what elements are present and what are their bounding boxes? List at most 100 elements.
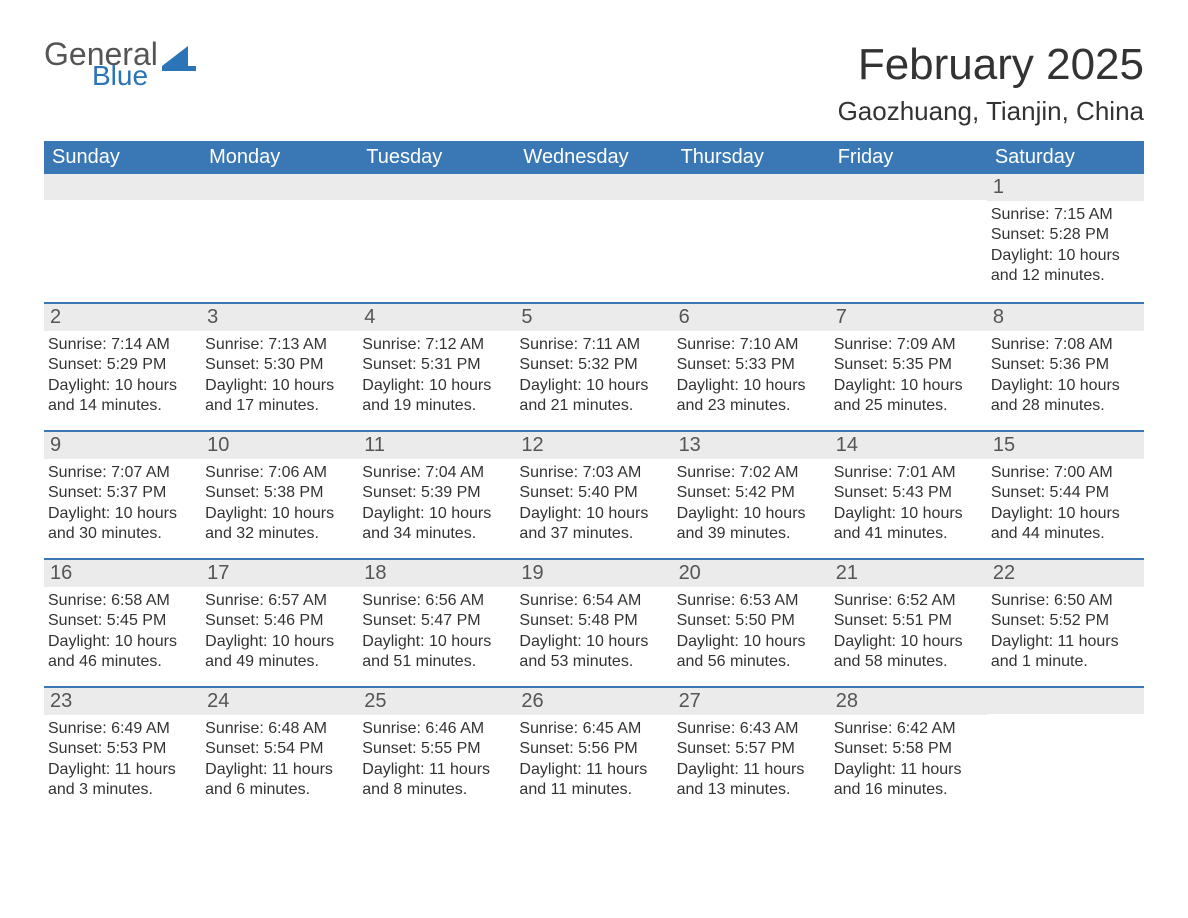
- sunrise-text: Sunrise: 7:06 AM: [205, 463, 354, 483]
- day-cell: 13Sunrise: 7:02 AMSunset: 5:42 PMDayligh…: [673, 432, 830, 558]
- sunset-text: Sunset: 5:36 PM: [991, 355, 1140, 375]
- day-number: 13: [673, 432, 830, 459]
- sunset-text: Sunset: 5:33 PM: [677, 355, 826, 375]
- sunset-text: Sunset: 5:35 PM: [834, 355, 983, 375]
- daylight-text: Daylight: 10 hours and 34 minutes.: [362, 504, 511, 545]
- day-cell: [201, 174, 358, 302]
- daylight-text: Daylight: 11 hours and 1 minute.: [991, 632, 1140, 673]
- sunset-text: Sunset: 5:57 PM: [677, 739, 826, 759]
- day-number: 6: [673, 304, 830, 331]
- day-cell: 6Sunrise: 7:10 AMSunset: 5:33 PMDaylight…: [673, 304, 830, 430]
- sunrise-text: Sunrise: 6:52 AM: [834, 591, 983, 611]
- daylight-text: Daylight: 11 hours and 16 minutes.: [834, 760, 983, 801]
- daylight-text: Daylight: 10 hours and 56 minutes.: [677, 632, 826, 673]
- daylight-text: Daylight: 10 hours and 21 minutes.: [519, 376, 668, 417]
- weekday-header: Sunday Monday Tuesday Wednesday Thursday…: [44, 141, 1144, 174]
- daylight-text: Daylight: 10 hours and 19 minutes.: [362, 376, 511, 417]
- day-number: [830, 174, 987, 200]
- week-row: 23Sunrise: 6:49 AMSunset: 5:53 PMDayligh…: [44, 686, 1144, 814]
- daylight-text: Daylight: 10 hours and 37 minutes.: [519, 504, 668, 545]
- day-number: 15: [987, 432, 1144, 459]
- daylight-text: Daylight: 10 hours and 32 minutes.: [205, 504, 354, 545]
- day-cell: 12Sunrise: 7:03 AMSunset: 5:40 PMDayligh…: [515, 432, 672, 558]
- day-cell: 19 Sunrise: 6:54 AMSunset: 5:48 PMDayligh…: [515, 560, 672, 686]
- day-number: 4: [358, 304, 515, 331]
- daylight-text: Daylight: 10 hours and 51 minutes.: [362, 632, 511, 673]
- sunset-text: Sunset: 5:56 PM: [519, 739, 668, 759]
- weekday-label: Thursday: [673, 141, 830, 174]
- sunrise-text: Sunrise: 6:57 AM: [205, 591, 354, 611]
- day-cell: 1Sunrise: 7:15 AMSunset: 5:28 PMDaylight…: [987, 174, 1144, 302]
- sunset-text: Sunset: 5:40 PM: [519, 483, 668, 503]
- day-number: 26: [515, 688, 672, 715]
- sunrise-text: Sunrise: 7:01 AM: [834, 463, 983, 483]
- week-row: 16Sunrise: 6:58 AMSunset: 5:45 PMDayligh…: [44, 558, 1144, 686]
- day-number: 5: [515, 304, 672, 331]
- daylight-text: Daylight: 10 hours and 14 minutes.: [48, 376, 197, 417]
- daylight-text: Daylight: 10 hours and 44 minutes.: [991, 504, 1140, 545]
- sunrise-text: Sunrise: 7:08 AM: [991, 335, 1140, 355]
- day-number: 1: [987, 174, 1144, 201]
- daylight-text: Daylight: 10 hours and 28 minutes.: [991, 376, 1140, 417]
- sunset-text: Sunset: 5:42 PM: [677, 483, 826, 503]
- sunset-text: Sunset: 5:58 PM: [834, 739, 983, 759]
- sunrise-text: Sunrise: 6:42 AM: [834, 719, 983, 739]
- sunset-text: Sunset: 5:31 PM: [362, 355, 511, 375]
- sunset-text: Sunset: 5:46 PM: [205, 611, 354, 631]
- month-title: February 2025: [838, 40, 1144, 90]
- day-number: 10: [201, 432, 358, 459]
- sunrise-text: Sunrise: 6:43 AM: [677, 719, 826, 739]
- day-number: 8: [987, 304, 1144, 331]
- day-cell: 26 Sunrise: 6:45 AMSunset: 5:56 PMDayligh…: [515, 688, 672, 814]
- day-number: 11: [358, 432, 515, 459]
- sunset-text: Sunset: 5:53 PM: [48, 739, 197, 759]
- day-number: [358, 174, 515, 200]
- sunset-text: Sunset: 5:43 PM: [834, 483, 983, 503]
- weekday-label: Tuesday: [358, 141, 515, 174]
- day-cell: 21Sunrise: 6:52 AMSunset: 5:51 PMDayligh…: [830, 560, 987, 686]
- day-cell: [358, 174, 515, 302]
- day-number: 9: [44, 432, 201, 459]
- daylight-text: Daylight: 10 hours and 30 minutes.: [48, 504, 197, 545]
- day-number: [987, 688, 1144, 714]
- daylight-text: Daylight: 11 hours and 6 minutes.: [205, 760, 354, 801]
- daylight-text: Daylight: 10 hours and 46 minutes.: [48, 632, 197, 673]
- sunrise-text: Sunrise: 6:46 AM: [362, 719, 511, 739]
- day-number: 21: [830, 560, 987, 587]
- sunrise-text: Sunrise: 6:54 AM: [519, 591, 668, 611]
- weekday-label: Friday: [830, 141, 987, 174]
- day-number: 16: [44, 560, 201, 587]
- day-number: 24: [201, 688, 358, 715]
- brand-logo: General Blue: [44, 40, 196, 88]
- sunset-text: Sunset: 5:28 PM: [991, 225, 1140, 245]
- sunrise-text: Sunrise: 7:07 AM: [48, 463, 197, 483]
- sunset-text: Sunset: 5:48 PM: [519, 611, 668, 631]
- day-cell: 5Sunrise: 7:11 AMSunset: 5:32 PMDaylight…: [515, 304, 672, 430]
- calendar: Sunday Monday Tuesday Wednesday Thursday…: [44, 141, 1144, 814]
- sunrise-text: Sunrise: 7:14 AM: [48, 335, 197, 355]
- daylight-text: Daylight: 11 hours and 8 minutes.: [362, 760, 511, 801]
- header: General Blue February 2025 Gaozhuang, Ti…: [44, 40, 1144, 127]
- day-number: [44, 174, 201, 200]
- daylight-text: Daylight: 11 hours and 13 minutes.: [677, 760, 826, 801]
- sunrise-text: Sunrise: 6:45 AM: [519, 719, 668, 739]
- daylight-text: Daylight: 10 hours and 12 minutes.: [991, 246, 1140, 287]
- day-number: 23: [44, 688, 201, 715]
- sunset-text: Sunset: 5:54 PM: [205, 739, 354, 759]
- sunset-text: Sunset: 5:52 PM: [991, 611, 1140, 631]
- sunrise-text: Sunrise: 7:00 AM: [991, 463, 1140, 483]
- day-cell: 9Sunrise: 7:07 AMSunset: 5:37 PMDaylight…: [44, 432, 201, 558]
- location-subtitle: Gaozhuang, Tianjin, China: [838, 96, 1144, 127]
- sunrise-text: Sunrise: 7:02 AM: [677, 463, 826, 483]
- day-cell: 14Sunrise: 7:01 AMSunset: 5:43 PMDayligh…: [830, 432, 987, 558]
- week-row: 1Sunrise: 7:15 AMSunset: 5:28 PMDaylight…: [44, 174, 1144, 302]
- day-number: 19: [515, 560, 672, 587]
- day-number: 27: [673, 688, 830, 715]
- day-number: 3: [201, 304, 358, 331]
- day-cell: 8 Sunrise: 7:08 AMSunset: 5:36 PMDaylight…: [987, 304, 1144, 430]
- daylight-text: Daylight: 10 hours and 53 minutes.: [519, 632, 668, 673]
- sunrise-text: Sunrise: 7:11 AM: [519, 335, 668, 355]
- sunrise-text: Sunrise: 6:53 AM: [677, 591, 826, 611]
- daylight-text: Daylight: 11 hours and 11 minutes.: [519, 760, 668, 801]
- weekday-label: Monday: [201, 141, 358, 174]
